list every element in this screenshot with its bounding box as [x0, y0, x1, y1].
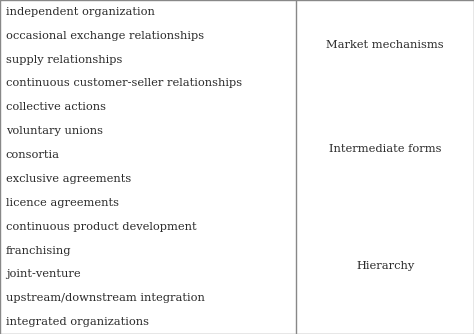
Text: consortia: consortia — [6, 150, 60, 160]
Text: Market mechanisms: Market mechanisms — [326, 40, 444, 50]
Text: voluntary unions: voluntary unions — [6, 126, 103, 136]
Text: independent organization: independent organization — [6, 7, 155, 17]
Text: Intermediate forms: Intermediate forms — [329, 144, 441, 154]
Text: occasional exchange relationships: occasional exchange relationships — [6, 31, 204, 41]
Text: continuous customer-seller relationships: continuous customer-seller relationships — [6, 78, 242, 89]
Text: integrated organizations: integrated organizations — [6, 317, 149, 327]
Text: continuous product development: continuous product development — [6, 222, 196, 232]
Text: upstream/downstream integration: upstream/downstream integration — [6, 293, 205, 303]
Text: licence agreements: licence agreements — [6, 198, 118, 208]
Text: collective actions: collective actions — [6, 102, 106, 112]
Text: Hierarchy: Hierarchy — [356, 261, 414, 271]
Text: exclusive agreements: exclusive agreements — [6, 174, 131, 184]
Text: supply relationships: supply relationships — [6, 55, 122, 65]
Text: joint-venture: joint-venture — [6, 269, 80, 279]
Text: franchising: franchising — [6, 245, 71, 256]
